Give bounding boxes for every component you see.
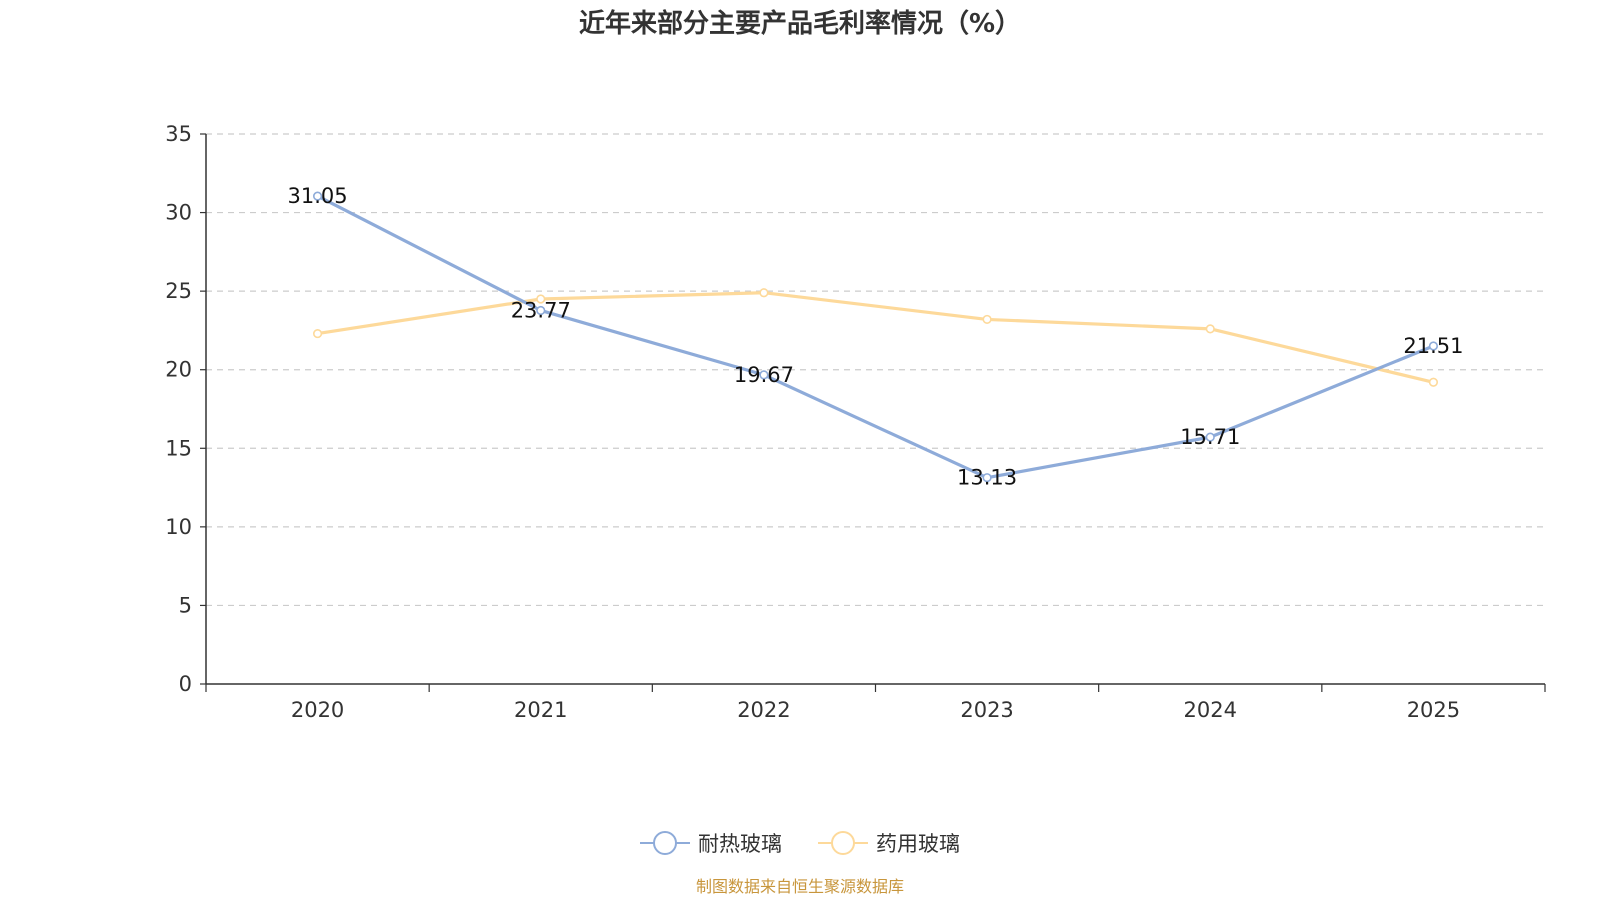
x-tick-label: 2023 — [960, 698, 1013, 722]
data-point[interactable] — [1205, 432, 1215, 442]
grid-lines — [206, 133, 1545, 607]
data-labels: 31.05 23.77 19.67 13.13 15.71 21.51 — [288, 184, 1464, 490]
x-tick-label: 2025 — [1407, 698, 1460, 722]
y-tick-label: 35 — [165, 122, 192, 146]
legend-marker — [653, 831, 677, 855]
series-layer — [312, 191, 1439, 483]
legend-item-1[interactable]: 耐热玻璃 — [640, 831, 782, 856]
y-tick-label: 10 — [165, 515, 192, 539]
data-point[interactable] — [1205, 324, 1215, 334]
data-point[interactable] — [982, 473, 992, 483]
data-label: 19.67 — [734, 363, 794, 387]
legend[interactable]: 耐热玻璃 药用玻璃 — [640, 831, 960, 856]
y-tick-label: 5 — [179, 593, 192, 617]
data-label: 21.51 — [1403, 334, 1463, 358]
legend-label: 耐热玻璃 — [698, 832, 782, 856]
chart-title: 近年来部分主要产品毛利率情况（%） — [579, 8, 1021, 39]
data-point[interactable] — [982, 314, 992, 325]
data-point[interactable] — [759, 370, 769, 380]
legend-marker — [831, 831, 855, 855]
y-tick-label: 20 — [165, 358, 192, 382]
data-point[interactable] — [536, 305, 546, 316]
legend-label: 药用玻璃 — [876, 832, 960, 856]
data-point[interactable] — [312, 328, 323, 339]
x-tick-label: 2022 — [737, 698, 790, 722]
series-line-1 — [316, 194, 1435, 480]
x-tick-label: 2024 — [1184, 698, 1237, 722]
data-label: 15.71 — [1180, 425, 1240, 449]
data-point[interactable] — [312, 191, 323, 201]
data-point[interactable] — [536, 294, 546, 304]
data-point[interactable] — [1428, 377, 1439, 387]
data-point[interactable] — [1428, 341, 1439, 351]
y-tick-label: 30 — [165, 201, 192, 225]
y-tick-label: 15 — [165, 436, 192, 460]
y-tick-label: 25 — [165, 279, 192, 303]
y-tick-label: 0 — [179, 672, 192, 696]
x-tick-label: 2020 — [291, 698, 344, 722]
source-note: 制图数据来自恒生聚源数据库 — [696, 877, 904, 896]
x-tick-label: 2021 — [514, 698, 567, 722]
data-label: 13.13 — [957, 466, 1017, 490]
data-label: 23.77 — [511, 298, 571, 322]
legend-item-2[interactable]: 药用玻璃 — [818, 831, 960, 856]
data-label: 31.05 — [288, 184, 348, 208]
data-point[interactable] — [759, 288, 769, 298]
series-line-2 — [317, 291, 1434, 384]
